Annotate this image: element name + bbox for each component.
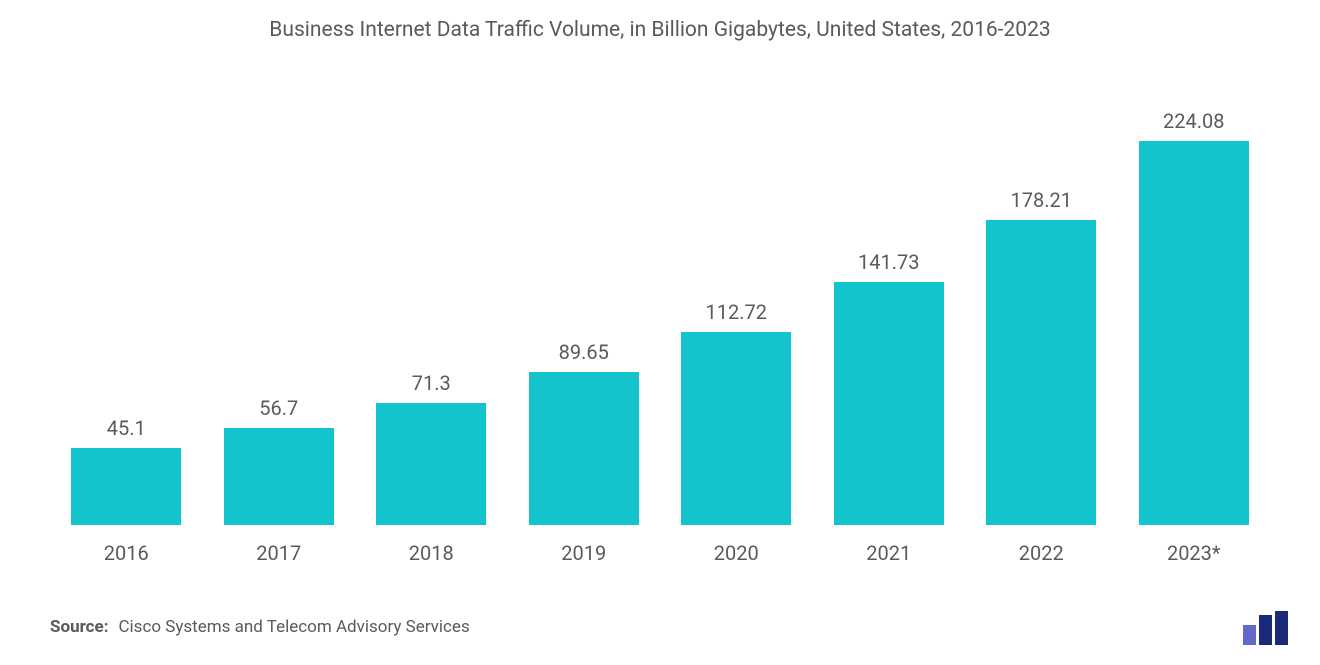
logo-bar [1259,615,1272,645]
bar-value-label: 224.08 [1163,109,1224,133]
bar-column: 224.08 [1118,80,1271,525]
bar-column: 112.72 [660,80,813,525]
plot-area: 45.1 56.7 71.3 89.65 112.72 141.73 178.21 224.0… [50,80,1270,525]
bar-rect [1118,141,1271,525]
bar-rect-fill [1139,141,1249,525]
chart-title: Business Internet Data Traffic Volume, i… [0,18,1320,42]
bar-column: 89.65 [508,80,661,525]
x-axis-label: 2018 [355,541,508,565]
bar-value-label: 178.21 [1011,188,1072,212]
bar-value-label: 45.1 [107,416,146,440]
bar-rect-fill [376,403,486,525]
x-axis-label: 2016 [50,541,203,565]
x-axis-label: 2019 [508,541,661,565]
bar-value-label: 112.72 [706,300,767,324]
bar-value-label: 141.73 [858,250,919,274]
bar-rect [203,428,356,525]
bar-column: 141.73 [813,80,966,525]
bar-rect-fill [71,448,181,525]
bar-rect-fill [681,332,791,525]
x-axis-label: 2017 [203,541,356,565]
bar-column: 56.7 [203,80,356,525]
x-axis-label: 2020 [660,541,813,565]
bar-rect [50,448,203,525]
bar-rect-fill [986,220,1096,525]
source-row: Source: Cisco Systems and Telecom Adviso… [50,617,470,637]
bars-group: 45.1 56.7 71.3 89.65 112.72 141.73 178.21 224.0… [50,80,1270,525]
x-axis-label: 2021 [813,541,966,565]
bar-value-label: 56.7 [259,396,298,420]
source-label: Source: [50,617,108,637]
bar-rect [965,220,1118,525]
bar-rect [813,282,966,525]
bar-column: 45.1 [50,80,203,525]
brand-logo [1243,611,1288,645]
bar-column: 71.3 [355,80,508,525]
chart-container: Business Internet Data Traffic Volume, i… [0,0,1320,665]
bar-rect [508,372,661,525]
bar-rect-fill [224,428,334,525]
bar-rect-fill [834,282,944,525]
bar-rect-fill [529,372,639,525]
bar-rect [660,332,813,525]
bar-rect [355,403,508,525]
x-axis-label: 2023* [1118,541,1271,565]
bar-value-label: 71.3 [412,371,451,395]
logo-bar [1275,611,1288,645]
x-axis: 20162017201820192020202120222023* [50,541,1270,565]
logo-bar [1243,625,1256,645]
bar-column: 178.21 [965,80,1118,525]
bar-value-label: 89.65 [559,340,609,364]
x-axis-label: 2022 [965,541,1118,565]
source-text: Cisco Systems and Telecom Advisory Servi… [118,617,469,637]
